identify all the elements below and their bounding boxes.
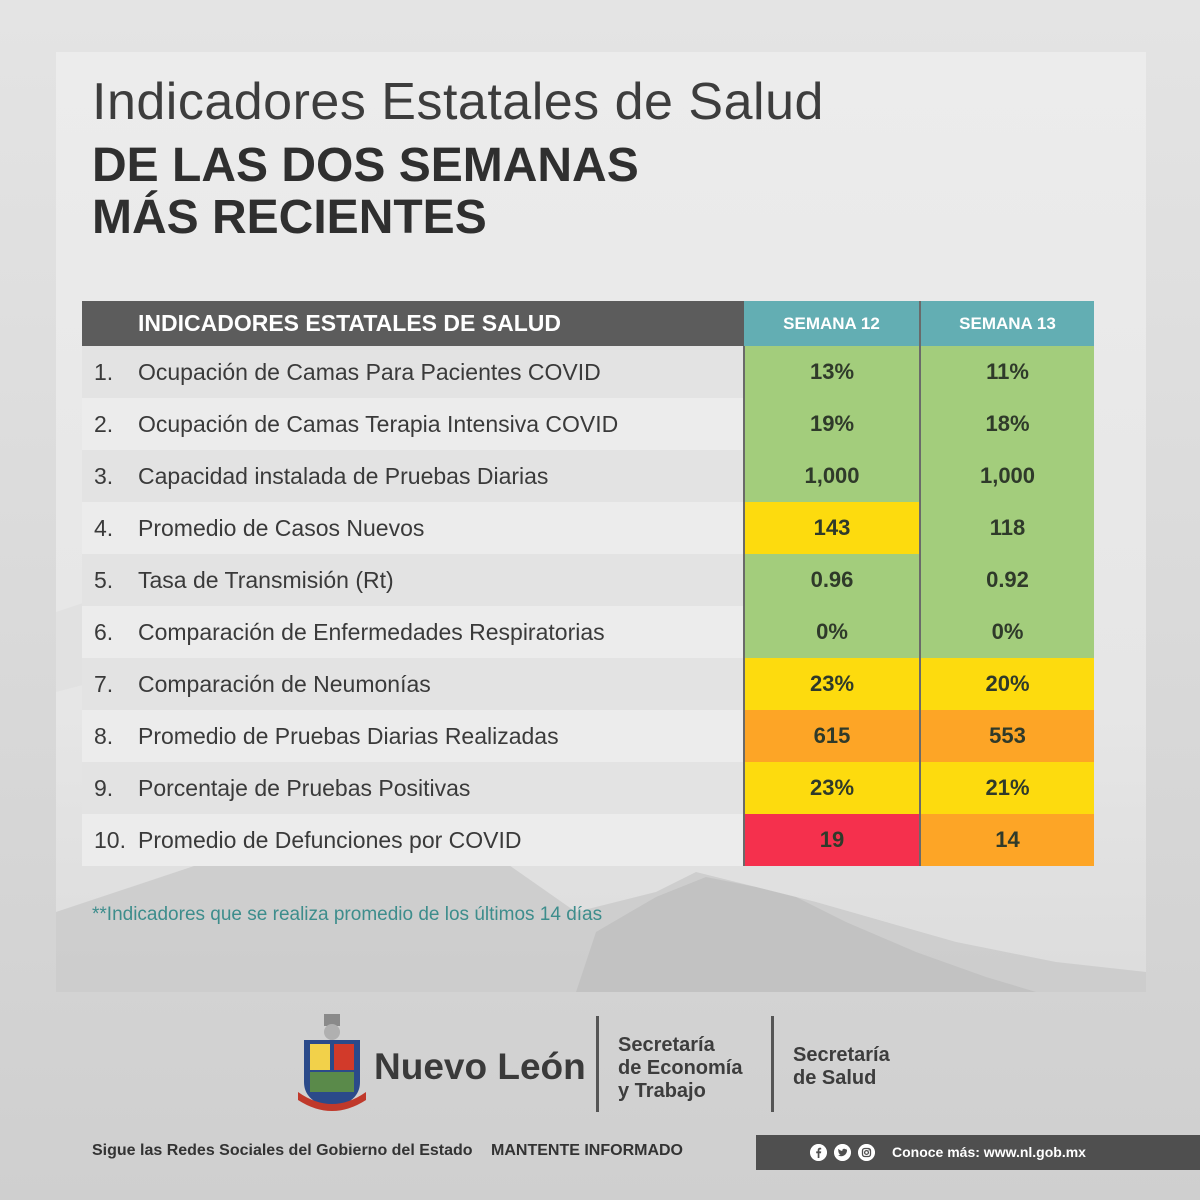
value-week-12: 23% (743, 658, 920, 710)
table-row: 6. Comparación de Enfermedades Respirator… (82, 606, 1094, 658)
indicator-number: 7. (82, 658, 138, 710)
secretaria-salud-logo: Secretaría de Salud (793, 1044, 890, 1090)
secretaria-economia-line-2: de Economía (618, 1057, 743, 1079)
value-week-12: 19 (743, 814, 920, 866)
website-link[interactable]: Conoce más: www.nl.gob.mx (892, 1144, 1086, 1160)
footer-follow: Sigue las Redes Sociales del Gobierno de… (92, 1142, 697, 1160)
value-week-13: 0.92 (919, 554, 1094, 606)
value-week-13: 18% (919, 398, 1094, 450)
footer-bar: Conoce más: www.nl.gob.mx (756, 1135, 1200, 1170)
table-row: 4. Promedio de Casos Nuevos 143 118 (82, 502, 1094, 554)
nuevo-leon-coat-of-arms-icon (298, 1014, 366, 1111)
page-title: Indicadores Estatales de Salud (92, 73, 824, 131)
value-week-13: 21% (919, 762, 1094, 814)
indicator-number: 3. (82, 450, 138, 502)
value-week-12: 143 (743, 502, 920, 554)
indicator-label: Capacidad instalada de Pruebas Diarias (138, 450, 744, 502)
follow-text: Sigue las Redes Sociales del Gobierno de… (92, 1142, 473, 1159)
secretaria-economia-logo: Secretaría de Economía y Trabajo (618, 1034, 742, 1103)
twitter-icon[interactable] (834, 1144, 851, 1161)
value-week-12: 0% (743, 606, 920, 658)
table-header-week-12: SEMANA 12 (744, 301, 920, 346)
informed-text: MANTENTE INFORMADO (491, 1142, 683, 1159)
indicator-number: 5. (82, 554, 138, 606)
state-name: Nuevo León (374, 1046, 586, 1087)
table-header-indicators: INDICADORES ESTATALES DE SALUD (82, 301, 744, 346)
indicator-label: Comparación de Neumonías (138, 658, 744, 710)
value-week-12: 615 (743, 710, 920, 762)
table-row: 10. Promedio de Defunciones por COVID 19 14 (82, 814, 1094, 866)
value-week-12: 1,000 (743, 450, 920, 502)
indicator-label: Promedio de Casos Nuevos (138, 502, 744, 554)
value-week-13: 14 (919, 814, 1094, 866)
table-row: 7. Comparación de Neumonías 23% 20% (82, 658, 1094, 710)
table-row: 9. Porcentaje de Pruebas Positivas 23% 21% (82, 762, 1094, 814)
facebook-icon[interactable] (810, 1144, 827, 1161)
instagram-icon[interactable] (858, 1144, 875, 1161)
indicator-label: Tasa de Transmisión (Rt) (138, 554, 744, 606)
value-week-13: 0% (919, 606, 1094, 658)
value-week-12: 19% (743, 398, 920, 450)
footnote: **Indicadores que se realiza promedio de… (92, 904, 603, 925)
indicator-number: 9. (82, 762, 138, 814)
indicator-label: Comparación de Enfermedades Respiratoria… (138, 606, 744, 658)
secretaria-economia-line-1: Secretaría (618, 1034, 715, 1056)
value-week-12: 0.96 (743, 554, 920, 606)
table-row: 8. Promedio de Pruebas Diarias Realizadas… (82, 710, 1094, 762)
value-week-13: 553 (919, 710, 1094, 762)
value-week-12: 23% (743, 762, 920, 814)
indicator-number: 6. (82, 606, 138, 658)
indicator-number: 10. (82, 814, 138, 866)
indicator-number: 2. (82, 398, 138, 450)
secretaria-economia-line-3: y Trabajo (618, 1080, 706, 1102)
page-subtitle: DE LAS DOS SEMANAS MÁS RECIENTES (92, 140, 639, 244)
value-week-13: 11% (919, 346, 1094, 398)
logos-row: Nuevo León Secretaría de Economía y Trab… (296, 1012, 916, 1118)
indicator-label: Promedio de Defunciones por COVID (138, 814, 744, 866)
indicator-label: Promedio de Pruebas Diarias Realizadas (138, 710, 744, 762)
table-header-week-13: SEMANA 13 (919, 301, 1094, 346)
value-week-13: 118 (919, 502, 1094, 554)
divider-2 (771, 1016, 774, 1112)
value-week-12: 13% (743, 346, 920, 398)
value-week-13: 20% (919, 658, 1094, 710)
secretaria-salud-line-2: de Salud (793, 1067, 877, 1089)
table-row: 1. Ocupación de Camas Para Pacientes COVI… (82, 346, 1094, 398)
indicator-label: Porcentaje de Pruebas Positivas (138, 762, 744, 814)
table-row: 2. Ocupación de Camas Terapia Intensiva C… (82, 398, 1094, 450)
table-row: 5. Tasa de Transmisión (Rt) 0.96 0.92 (82, 554, 1094, 606)
secretaria-salud-line-1: Secretaría (793, 1044, 890, 1066)
subtitle-line-1: DE LAS DOS SEMANAS (92, 139, 639, 192)
table-header-row: INDICADORES ESTATALES DE SALUD SEMANA 12… (82, 301, 1094, 346)
divider-1 (596, 1016, 599, 1112)
indicator-label: Ocupación de Camas Para Pacientes COVID (138, 346, 744, 398)
indicator-label: Ocupación de Camas Terapia Intensiva COV… (138, 398, 744, 450)
subtitle-line-2: MÁS RECIENTES (92, 191, 487, 244)
indicator-number: 1. (82, 346, 138, 398)
value-week-13: 1,000 (919, 450, 1094, 502)
table-row: 3. Capacidad instalada de Pruebas Diarias… (82, 450, 1094, 502)
indicator-number: 8. (82, 710, 138, 762)
indicator-number: 4. (82, 502, 138, 554)
indicators-table: INDICADORES ESTATALES DE SALUD SEMANA 12… (82, 301, 1094, 866)
